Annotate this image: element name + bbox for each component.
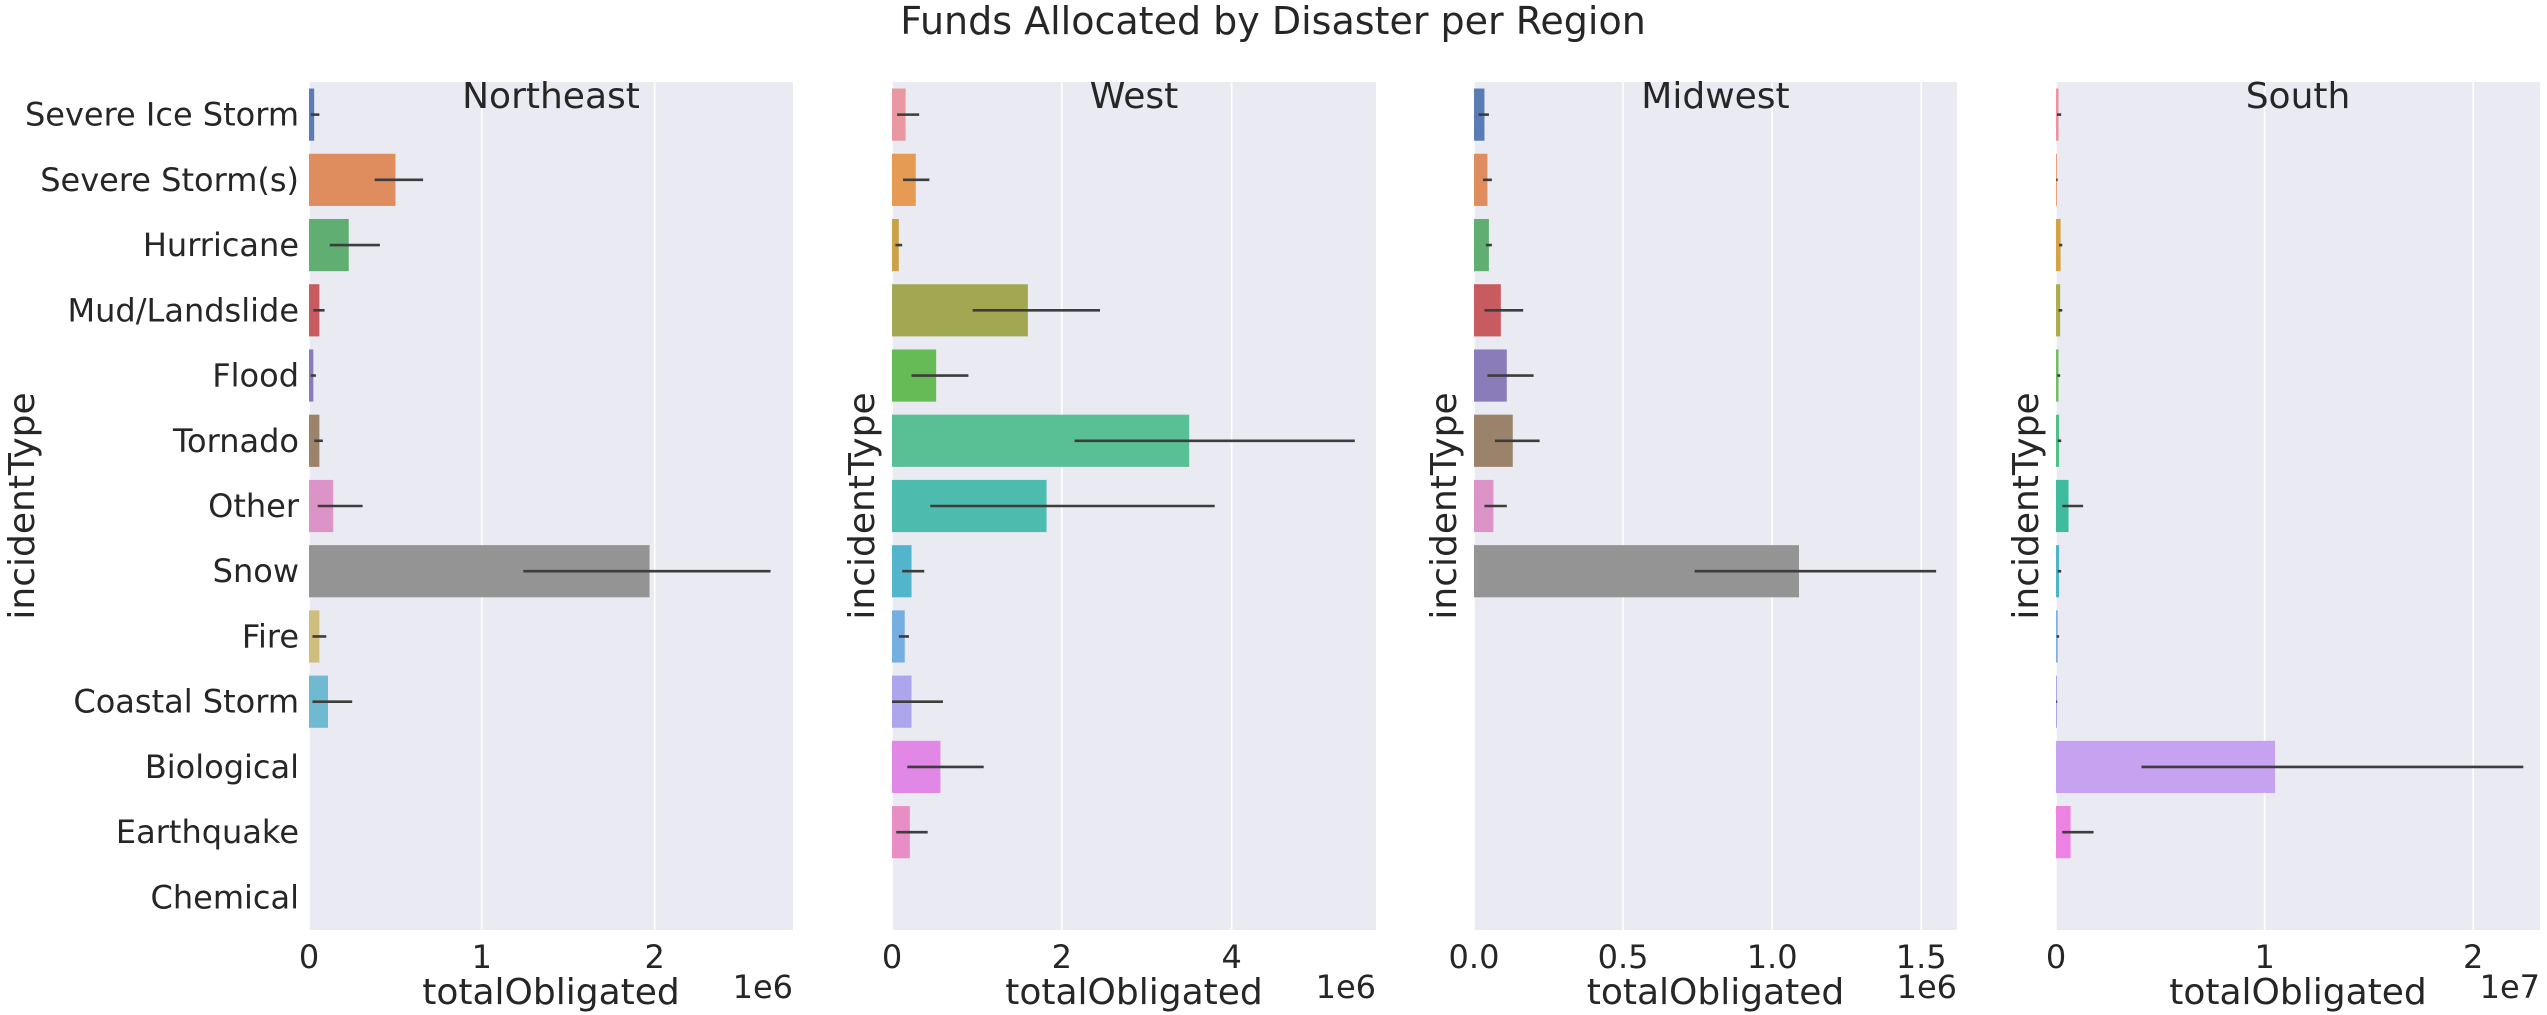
y-axis-label: incidentType (1424, 392, 1465, 619)
bar (2056, 284, 2061, 337)
y-tick-label: Coastal Storm (73, 683, 299, 721)
bar (1474, 153, 1488, 206)
x-tick-label: 0.5 (1598, 938, 1649, 976)
panel-midwest: 0.0 0.5 1.0 1.5 Midwest totalObligated 1e6 inci… (1424, 76, 1957, 1013)
x-tick-label: 0 (882, 938, 902, 976)
y-axis-label: incidentType (2, 392, 43, 619)
x-axis-offset: 1e6 (1316, 968, 1376, 1006)
y-tick-label: Severe Storm(s) (40, 161, 299, 199)
y-tick-label: Flood (212, 357, 299, 395)
panel-south: 0 1 2 South totalObligated 1e7 incidentType (2006, 76, 2540, 1013)
bar (2056, 218, 2061, 272)
x-tick-label: 1.5 (1896, 938, 1947, 976)
chart-title: Funds Allocated by Disaster per Region (900, 0, 1646, 43)
x-tick-label: 2 (645, 938, 665, 976)
y-tick-label: Other (208, 487, 300, 525)
x-axis-offset: 1e6 (1897, 968, 1957, 1006)
bar (892, 545, 912, 598)
y-axis-label: incidentType (2006, 392, 2047, 619)
panel-title: South (2246, 76, 2351, 117)
bar (1474, 218, 1489, 272)
panel-west: 0 2 4 West totalObligated 1e6 incidentType (842, 76, 1376, 1013)
x-tick-label: 2 (2463, 938, 2483, 976)
bar (2056, 545, 2060, 598)
panel-title: Northeast (462, 76, 640, 117)
y-tick-label: Biological (145, 748, 299, 786)
x-tick-label: 1 (472, 938, 492, 976)
y-tick-label: Chemical (151, 878, 299, 916)
x-axis-label: totalObligated (1005, 972, 1263, 1013)
y-tick-label: Fire (242, 617, 299, 655)
y-tick-label: Tornado (172, 422, 299, 460)
x-axis-offset: 1e7 (2480, 968, 2540, 1006)
x-axis-label: totalObligated (422, 972, 680, 1013)
plot-area (2056, 82, 2540, 930)
x-axis-label: totalObligated (2169, 972, 2427, 1013)
x-tick-label: 1 (2254, 938, 2274, 976)
chart-panels: 0 1 2 Northeast totalObligated 1e6 incidentTyp… (2, 76, 2540, 1013)
panel-title: West (1090, 76, 1179, 117)
y-axis-label: incidentType (842, 392, 883, 619)
x-tick-label: 4 (1221, 938, 1241, 976)
panel-northeast: 0 1 2 Northeast totalObligated 1e6 incidentTyp… (2, 76, 793, 1013)
x-tick-label: 0.0 (1449, 938, 1500, 976)
y-tick-label: Mud/Landslide (68, 291, 299, 329)
bar (1474, 479, 1494, 533)
x-tick-label: 0 (2046, 938, 2066, 976)
y-tick-label: Severe Ice Storm (25, 96, 299, 134)
bar (892, 610, 905, 663)
plot-area (1474, 82, 1957, 930)
y-tick-label: Hurricane (143, 226, 299, 264)
x-tick-label: 0 (299, 938, 319, 976)
x-axis-offset: 1e6 (733, 968, 793, 1006)
x-tick-label: 2 (1052, 938, 1072, 976)
bar (2056, 414, 2060, 467)
x-axis-label: totalObligated (1587, 972, 1845, 1013)
y-tick-label: Earthquake (116, 813, 299, 851)
panel-title: Midwest (1641, 76, 1789, 117)
y-tick-label: Snow (213, 552, 299, 590)
x-tick-label: 1.0 (1747, 938, 1798, 976)
plot-area (309, 82, 793, 930)
